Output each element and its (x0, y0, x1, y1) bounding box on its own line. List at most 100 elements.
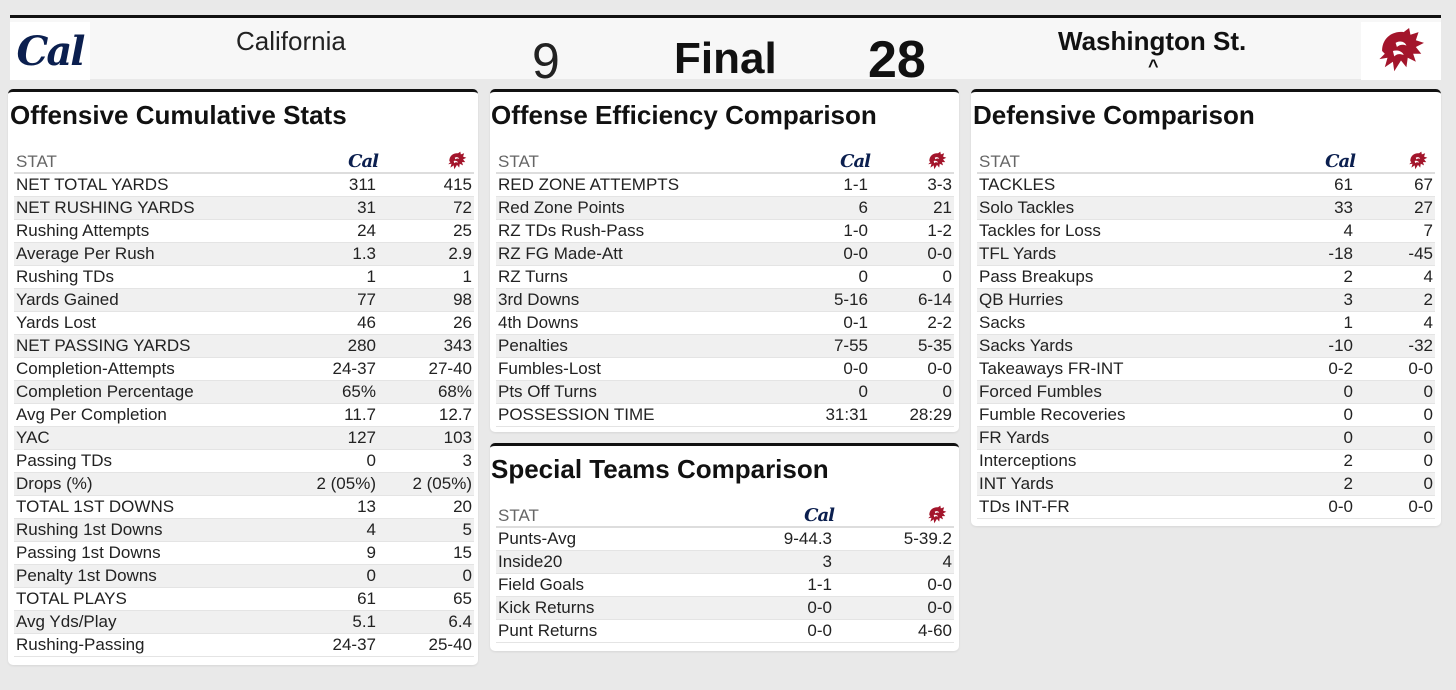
table-row: Red Zone Points 6 21 (496, 197, 954, 220)
stat-label: FR Yards (979, 428, 1050, 447)
stat-label: Punt Returns (498, 621, 598, 640)
cal-value: 4 (366, 520, 376, 539)
wsu-value: 20 (453, 497, 472, 516)
stat-column-header: STAT (498, 506, 539, 525)
stat-label: Passing 1st Downs (16, 543, 161, 562)
wsu-value: 28:29 (909, 405, 952, 424)
stat-label: RZ FG Made-Att (498, 244, 623, 263)
cal-logo-small: Cal (804, 505, 835, 526)
cal-logo-text: Cal (16, 27, 86, 75)
game-status: Final (674, 34, 777, 83)
stat-label: TDs INT-FR (979, 497, 1070, 516)
cal-column-header: Cal (804, 148, 876, 172)
cal-value: 0-0 (807, 598, 832, 617)
stat-label: Pts Off Turns (498, 382, 597, 401)
table-row: Rushing 1st Downs 4 5 (14, 519, 474, 542)
cal-value: 127 (347, 428, 376, 447)
wsu-value: 0-0 (927, 359, 952, 378)
wsu-value: 0 (1423, 382, 1433, 401)
wsu-value: 4-60 (917, 621, 952, 640)
cal-value: 1 (1343, 313, 1353, 332)
wsu-value: 5 (462, 520, 472, 539)
wsu-value: 6-14 (917, 290, 952, 309)
wsu-value: 27 (1414, 198, 1433, 217)
table-row: Pass Breakups 2 4 (977, 266, 1435, 289)
cal-value: 0 (858, 382, 868, 401)
wsu-cougar-icon (926, 150, 948, 172)
wsu-value: 5-39.2 (903, 529, 952, 548)
cal-value: 1.3 (352, 244, 376, 263)
table-row: YAC 127 103 (14, 427, 474, 450)
wsu-column-header (876, 148, 954, 172)
table-row: Takeaways FR-INT 0-2 0-0 (977, 358, 1435, 381)
wsu-value: 7 (1423, 221, 1433, 240)
cal-logo-small: Cal (840, 151, 871, 172)
table-row: Average Per Rush 1.3 2.9 (14, 243, 474, 266)
stat-label: NET PASSING YARDS (16, 336, 191, 355)
cal-value: 0 (1343, 405, 1353, 424)
stat-label: Inside20 (498, 552, 563, 571)
cal-value: 77 (357, 290, 376, 309)
stat-label: Penalties (498, 336, 568, 355)
stat-label: Rushing-Passing (16, 635, 145, 654)
stat-label: Fumble Recoveries (979, 405, 1126, 424)
wsu-value: 415 (443, 175, 472, 194)
home-score: 28 (868, 31, 926, 89)
stat-label: Solo Tackles (979, 198, 1075, 217)
table-row: Drops (%) 2 (05%) 2 (05%) (14, 473, 474, 496)
stat-label: Penalty 1st Downs (16, 566, 157, 585)
table-row: Pts Off Turns 0 0 (496, 381, 954, 404)
wsu-value: 1-2 (927, 221, 952, 240)
special-teams-panel: Special Teams Comparison STAT Cal Punts-Av… (490, 443, 959, 651)
table-row: Interceptions 2 0 (977, 450, 1435, 473)
cal-value: 46 (357, 313, 376, 332)
wsu-value: 72 (453, 198, 472, 217)
wsu-value: 0 (942, 382, 952, 401)
stat-label: Average Per Rush (16, 244, 155, 263)
table-row: Completion-Attempts 24-37 27-40 (14, 358, 474, 381)
cal-value: 0-1 (843, 313, 868, 332)
wsu-value: 2 (05%) (412, 474, 472, 493)
stat-label: RED ZONE ATTEMPTS (498, 175, 680, 194)
stat-label: TACKLES (979, 175, 1056, 194)
cal-value: 2 (1343, 474, 1353, 493)
stat-label: Punts-Avg (498, 529, 577, 548)
stat-label: QB Hurries (979, 290, 1064, 309)
table-row: Fumble Recoveries 0 0 (977, 404, 1435, 427)
table-row: Avg Yds/Play 5.1 6.4 (14, 611, 474, 634)
defensive-title: Defensive Comparison (973, 100, 1255, 130)
wsu-value: 0 (1423, 474, 1433, 493)
home-team-name: Washington St. (1058, 26, 1247, 56)
stat-label: POSSESSION TIME (498, 405, 655, 424)
wsu-value: 0-0 (1408, 359, 1433, 378)
table-row: QB Hurries 3 2 (977, 289, 1435, 312)
cal-logo: Cal (10, 22, 90, 80)
stat-label: TOTAL PLAYS (16, 589, 127, 608)
stat-label: TOTAL 1ST DOWNS (16, 497, 175, 516)
stat-label: Completion-Attempts (16, 359, 175, 378)
cal-value: 0-2 (1328, 359, 1353, 378)
cal-value: 311 (348, 175, 376, 194)
defensive-table: STAT Cal TACKLES 61 67 Solo Tackles 33 27 Tackle… (977, 148, 1435, 519)
cal-value: 3 (1343, 290, 1353, 309)
wsu-value: 3-3 (927, 175, 952, 194)
cal-value: 0-0 (843, 359, 868, 378)
stat-label: Forced Fumbles (979, 382, 1102, 401)
cal-value: 3 (822, 552, 832, 571)
wsu-value: 98 (453, 290, 472, 309)
stat-label: Yards Lost (16, 313, 97, 332)
table-row: TDs INT-FR 0-0 0-0 (977, 496, 1435, 519)
cal-value: 24-37 (332, 635, 376, 654)
table-header-row: STAT Cal (14, 148, 474, 174)
wsu-value: 4 (942, 552, 952, 571)
stat-label: Rushing 1st Downs (16, 520, 163, 539)
cal-column-header: Cal (292, 148, 384, 172)
wsu-cougar-icon (926, 504, 948, 526)
cal-value: 2 (1343, 267, 1353, 286)
stat-label: Sacks (979, 313, 1026, 332)
table-header-row: STAT Cal (977, 148, 1435, 174)
stat-label: Completion Percentage (16, 382, 194, 401)
wsu-value: 1 (462, 267, 472, 286)
table-row: Sacks 1 4 (977, 312, 1435, 335)
table-row: RED ZONE ATTEMPTS 1-1 3-3 (496, 174, 954, 197)
